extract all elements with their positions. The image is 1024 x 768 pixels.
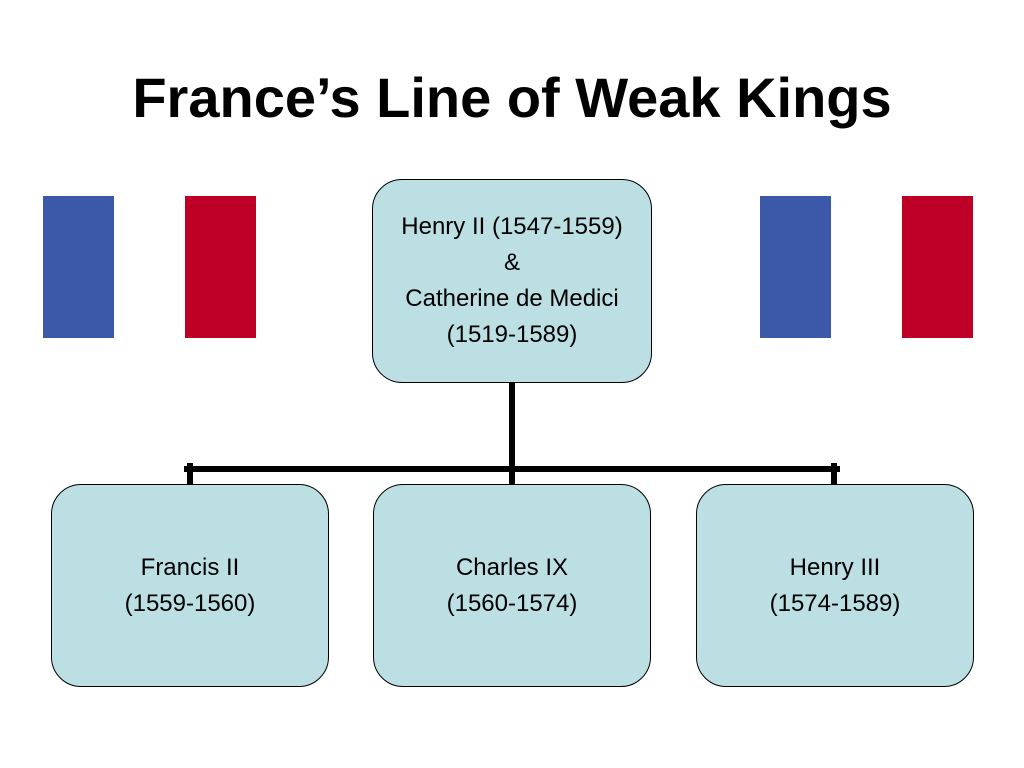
node-henry-iii: Henry III (1574-1589) (696, 484, 974, 687)
flag-stripe-red (185, 196, 256, 338)
node-line: Henry II (1547-1559) (401, 213, 623, 240)
page-title: France’s Line of Weak Kings (132, 66, 892, 129)
french-flag-icon (760, 196, 973, 338)
node-line: Henry III (789, 553, 881, 581)
flag-stripe-red (902, 196, 973, 338)
node-line: Charles IX (455, 553, 569, 581)
flag-stripe-blue (43, 196, 114, 338)
node-line: Francis II (140, 553, 240, 581)
flag-stripe-white (114, 196, 185, 338)
flag-stripe-white (831, 196, 902, 338)
node-line: & (503, 249, 520, 276)
node-line: (1574-1589) (769, 589, 901, 617)
node-henry-ii-catherine: Henry II (1547-1559) & Catherine de Medi… (372, 179, 652, 383)
node-line: Catherine de Medici (405, 285, 619, 312)
node-line: (1519-1589) (446, 321, 578, 348)
flag-stripe-blue (760, 196, 831, 338)
french-flag-icon (43, 196, 256, 338)
node-charles-ix: Charles IX (1560-1574) (373, 484, 651, 687)
node-line: (1560-1574) (446, 589, 578, 617)
node-line: (1559-1560) (124, 589, 256, 617)
node-francis-ii: Francis II (1559-1560) (51, 484, 329, 687)
